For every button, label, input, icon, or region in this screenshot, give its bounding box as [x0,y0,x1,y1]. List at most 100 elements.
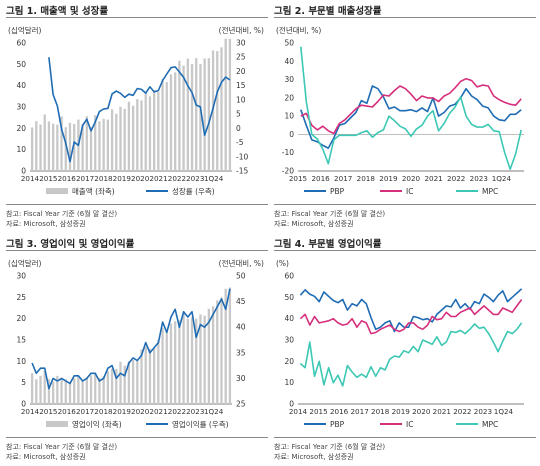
bar [203,315,206,404]
x-tick-label: 2017 [350,407,368,416]
left-axis-unit: (%) [276,259,289,268]
series-line-IC [300,77,522,135]
x-tick-label: 2018 [94,174,113,183]
segment-growth-chart: (전년대비, %) -20 -10 0 10 20 30 40 50 2015 2016 2017 20… [276,25,524,196]
bar [98,377,101,404]
legend-label: PBP [330,187,345,196]
bar [73,378,76,404]
x-tick-label: 2015 [39,174,57,183]
bar [152,348,156,404]
bar [39,375,42,404]
chart-title: 그림 3. 영업이익 및 영업이익률 [6,239,135,250]
bar [190,64,194,171]
x-tick-label: 2014 [21,407,40,416]
bar [64,127,67,171]
x-tick-label: 2016 [330,407,349,416]
bar [123,108,126,171]
bar [60,378,63,404]
bar [186,318,189,404]
y-tick-label: 25 [16,293,26,302]
chart-source: 자료: Microsoft, 삼성증권 [6,453,86,461]
bar [228,287,232,404]
series-line-성장률 (우측) [48,57,231,163]
bar [224,288,227,404]
y-tick-label: 50 [284,39,294,48]
x-tick-label: 2015 [289,174,307,183]
y-tick-label: 5 [21,378,26,387]
y-tick-label: 30 [284,336,294,345]
bar [35,121,38,171]
bar [98,121,101,171]
bar [136,99,139,171]
x-tick-label: 2016 [311,174,330,183]
y-tick-label: 0 [21,167,26,176]
x-tick-label: 2021 [433,407,451,416]
y-tick-label: 30 [16,103,26,112]
y-tick-label: 10 [16,357,26,366]
chart-title: 그림 2. 부문별 매출성장률 [274,6,382,17]
bar [140,349,143,404]
bar [207,308,211,404]
bar [186,58,189,171]
y2-tick-label: 50 [236,272,246,281]
bar [110,109,114,171]
bar [60,116,63,171]
y2-tick-label: -5 [236,138,244,147]
x-tick-label: 2023 [474,407,492,416]
bar [203,58,206,171]
x-tick-label: 2020 [131,407,150,416]
y-tick-label: 40 [284,314,294,323]
y2-tick-label: 5 [236,110,241,119]
series-line-IC [299,299,523,335]
series-line-MPC [299,322,523,387]
y-tick-label: 0 [289,130,294,139]
bar [47,379,51,404]
title-rule [6,17,268,18]
bar [131,105,135,171]
legend-label: 성장률 (우측) [172,186,215,196]
right-axis-unit: (전년대비, %) [219,258,264,268]
x-tick-label: 2022 [447,174,465,183]
bar [144,92,147,171]
bar [195,318,198,404]
bar [85,377,88,404]
x-tick-label: 2017 [76,174,94,183]
bar [119,106,122,171]
legend-swatch [46,188,68,194]
chart-source: 자료: Microsoft, 삼성증권 [6,220,86,228]
bar [110,368,114,404]
y-tick-label: 10 [284,112,294,121]
x-tick-label: 2018 [371,407,390,416]
y-tick-label: 20 [16,124,26,133]
bar [152,89,156,171]
bar [43,114,46,171]
legend-label: 매출액 (좌축) [72,186,115,196]
x-tick-label: 2018 [357,174,376,183]
x-tick-label: 2020 [412,407,431,416]
bar [35,379,38,404]
bar [89,127,93,171]
y2-tick-label: 15 [236,81,246,90]
bar [165,331,168,404]
x-tick-label: 2023 [186,174,204,183]
chart-title: 그림 1. 매출액 및 성장률 [6,6,109,17]
bar [178,60,181,171]
y-tick-label: 10 [16,145,26,154]
bar [51,381,55,404]
y-tick-label: 60 [16,39,26,48]
operating-profit-chart: (십억달러) (전년대비, %) 0 5 10 15 20 25 30 25 30 35 40 45 50 2… [8,258,264,429]
bar [199,63,202,172]
bar [220,47,223,172]
bar [81,124,84,171]
bar [94,372,97,404]
bar [68,122,72,171]
x-tick-label: 1Q24 [494,407,514,416]
x-tick-label: 2016 [58,407,77,416]
bar [211,306,215,404]
x-tick-label: 1Q24 [204,407,224,416]
bar [182,65,185,171]
x-tick-label: 2022 [453,407,471,416]
bar [228,38,232,171]
y-tick-label: 20 [16,314,26,323]
x-tick-label: 2016 [58,174,77,183]
